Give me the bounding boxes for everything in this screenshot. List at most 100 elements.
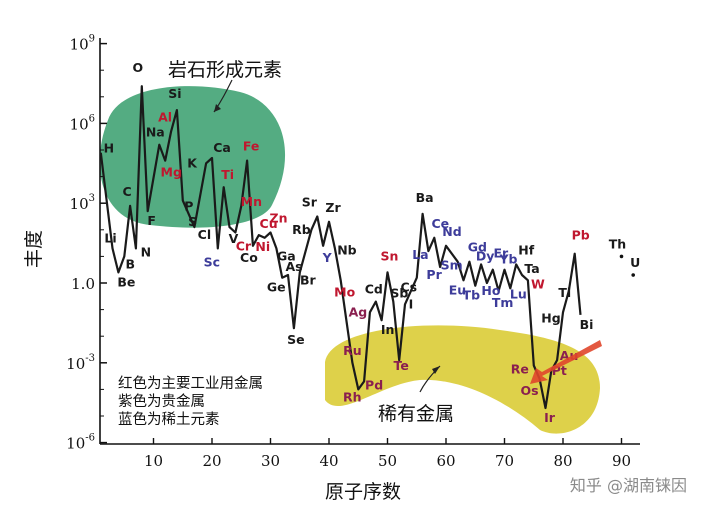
element-label-co: Co	[240, 250, 258, 265]
element-label-i: I	[409, 296, 414, 311]
rare-metals-label: 稀有金属	[378, 403, 454, 425]
element-label-o: O	[132, 60, 143, 75]
element-label-nd: Nd	[442, 224, 461, 239]
element-label-zr: Zr	[325, 200, 341, 215]
y-tick-label: 103	[70, 193, 95, 213]
highlight-arrow	[530, 340, 602, 384]
element-label-sb: Sb	[390, 286, 408, 301]
x-tick-label: 70	[495, 452, 514, 470]
element-label-hf: Hf	[518, 242, 534, 257]
x-tick-label: 80	[553, 452, 572, 470]
element-label-mn: Mn	[241, 194, 262, 209]
element-label-k: K	[187, 155, 198, 170]
rock-forming-arrowhead	[214, 104, 221, 112]
element-label-ir: Ir	[544, 410, 556, 425]
element-label-na: Na	[146, 125, 165, 140]
element-label-rb: Rb	[292, 222, 311, 237]
x-tick-label: 30	[261, 452, 280, 470]
element-label-si: Si	[168, 86, 181, 101]
element-label-eu: Eu	[449, 282, 466, 297]
element-label-mo: Mo	[334, 284, 355, 299]
y-tick-label: 10-3	[66, 353, 95, 373]
element-label-w: W	[531, 276, 545, 291]
element-label-s: S	[188, 214, 197, 229]
element-label-se: Se	[287, 332, 304, 347]
element-label-al: Al	[158, 109, 172, 124]
element-label-er: Er	[493, 246, 509, 261]
element-label-v: V	[229, 231, 239, 246]
element-label-ru: Ru	[343, 343, 362, 358]
x-tick-label: 50	[378, 452, 397, 470]
element-label-ba: Ba	[416, 190, 434, 205]
legend-line-purple: 紫色为贵金属	[118, 393, 205, 410]
element-label-ta: Ta	[524, 261, 539, 276]
element-label-tl: Tl	[558, 285, 571, 300]
element-label-ho: Ho	[481, 283, 500, 298]
y-tick-label: 106	[70, 113, 95, 133]
element-label-b: B	[126, 256, 136, 271]
element-label-sn: Sn	[381, 248, 399, 263]
element-label-ni: Ni	[255, 239, 270, 254]
element-label-pd: Pd	[365, 377, 383, 392]
element-label-pr: Pr	[426, 267, 442, 282]
element-label-tb: Tb	[463, 288, 481, 303]
legend-line-red: 红色为主要工业用金属	[118, 375, 263, 392]
element-label-cu: Cu	[260, 216, 278, 231]
element-label-y: Y	[322, 250, 333, 265]
element-label-tm: Tm	[492, 295, 514, 310]
element-label-te: Te	[394, 358, 409, 373]
x-tick-label: 40	[319, 452, 338, 470]
element-label-ti: Ti	[221, 167, 234, 182]
element-label-ca: Ca	[213, 140, 231, 155]
element-label-c: C	[123, 184, 132, 199]
element-label-th: Th	[609, 236, 626, 251]
data-point-th	[619, 254, 624, 259]
element-label-mg: Mg	[161, 165, 182, 180]
element-label-cd: Cd	[365, 282, 383, 297]
axes	[99, 38, 640, 445]
element-label-li: Li	[104, 230, 116, 245]
x-axis-title: 原子序数	[325, 481, 401, 503]
element-label-bi: Bi	[580, 317, 594, 332]
element-label-re: Re	[511, 362, 529, 377]
x-tick-label: 20	[202, 452, 221, 470]
element-label-sr: Sr	[302, 195, 318, 210]
element-label-gd: Gd	[468, 240, 487, 255]
rare-metals-region	[325, 325, 600, 434]
element-label-h: H	[104, 141, 114, 156]
y-tick-label: 109	[70, 34, 95, 54]
legend-line-blue: 蓝色为稀土元素	[118, 411, 220, 428]
element-label-cr: Cr	[236, 239, 252, 254]
y-axis-title: 丰度	[23, 230, 45, 268]
x-axis-ticks: 10 20 30 40 50 60 70 80 90	[144, 438, 631, 470]
y-tick-label: 10-6	[66, 433, 95, 453]
element-label-br: Br	[300, 272, 317, 287]
y-tick-label: 1.0	[71, 275, 95, 293]
element-label-ge: Ge	[267, 280, 286, 295]
element-label-cl: Cl	[198, 227, 211, 242]
element-label-p: P	[184, 199, 193, 214]
element-label-zn: Zn	[270, 211, 288, 226]
element-label-ce: Ce	[431, 216, 449, 231]
x-tick-label: 10	[144, 452, 163, 470]
element-label-pb: Pb	[572, 228, 590, 243]
element-label-dy: Dy	[476, 248, 495, 263]
element-label-n: N	[141, 244, 151, 259]
rock-forming-label: 岩石形成元素	[168, 59, 282, 81]
element-label-as: As	[285, 259, 302, 274]
unconnected-points	[619, 254, 635, 277]
element-label-lu: Lu	[510, 286, 527, 301]
rare-metals-arrowhead	[432, 366, 440, 374]
element-label-nb: Nb	[337, 242, 356, 257]
element-label-sm: Sm	[441, 258, 463, 273]
element-label-fe: Fe	[243, 139, 260, 154]
element-label-in: In	[381, 322, 395, 337]
element-label-yb: Yb	[499, 252, 518, 267]
element-label-rh: Rh	[343, 389, 362, 404]
element-label-f: F	[147, 213, 156, 228]
x-tick-label: 60	[436, 452, 455, 470]
element-label-u: U	[630, 255, 640, 270]
element-label-cs: Cs	[400, 280, 417, 295]
